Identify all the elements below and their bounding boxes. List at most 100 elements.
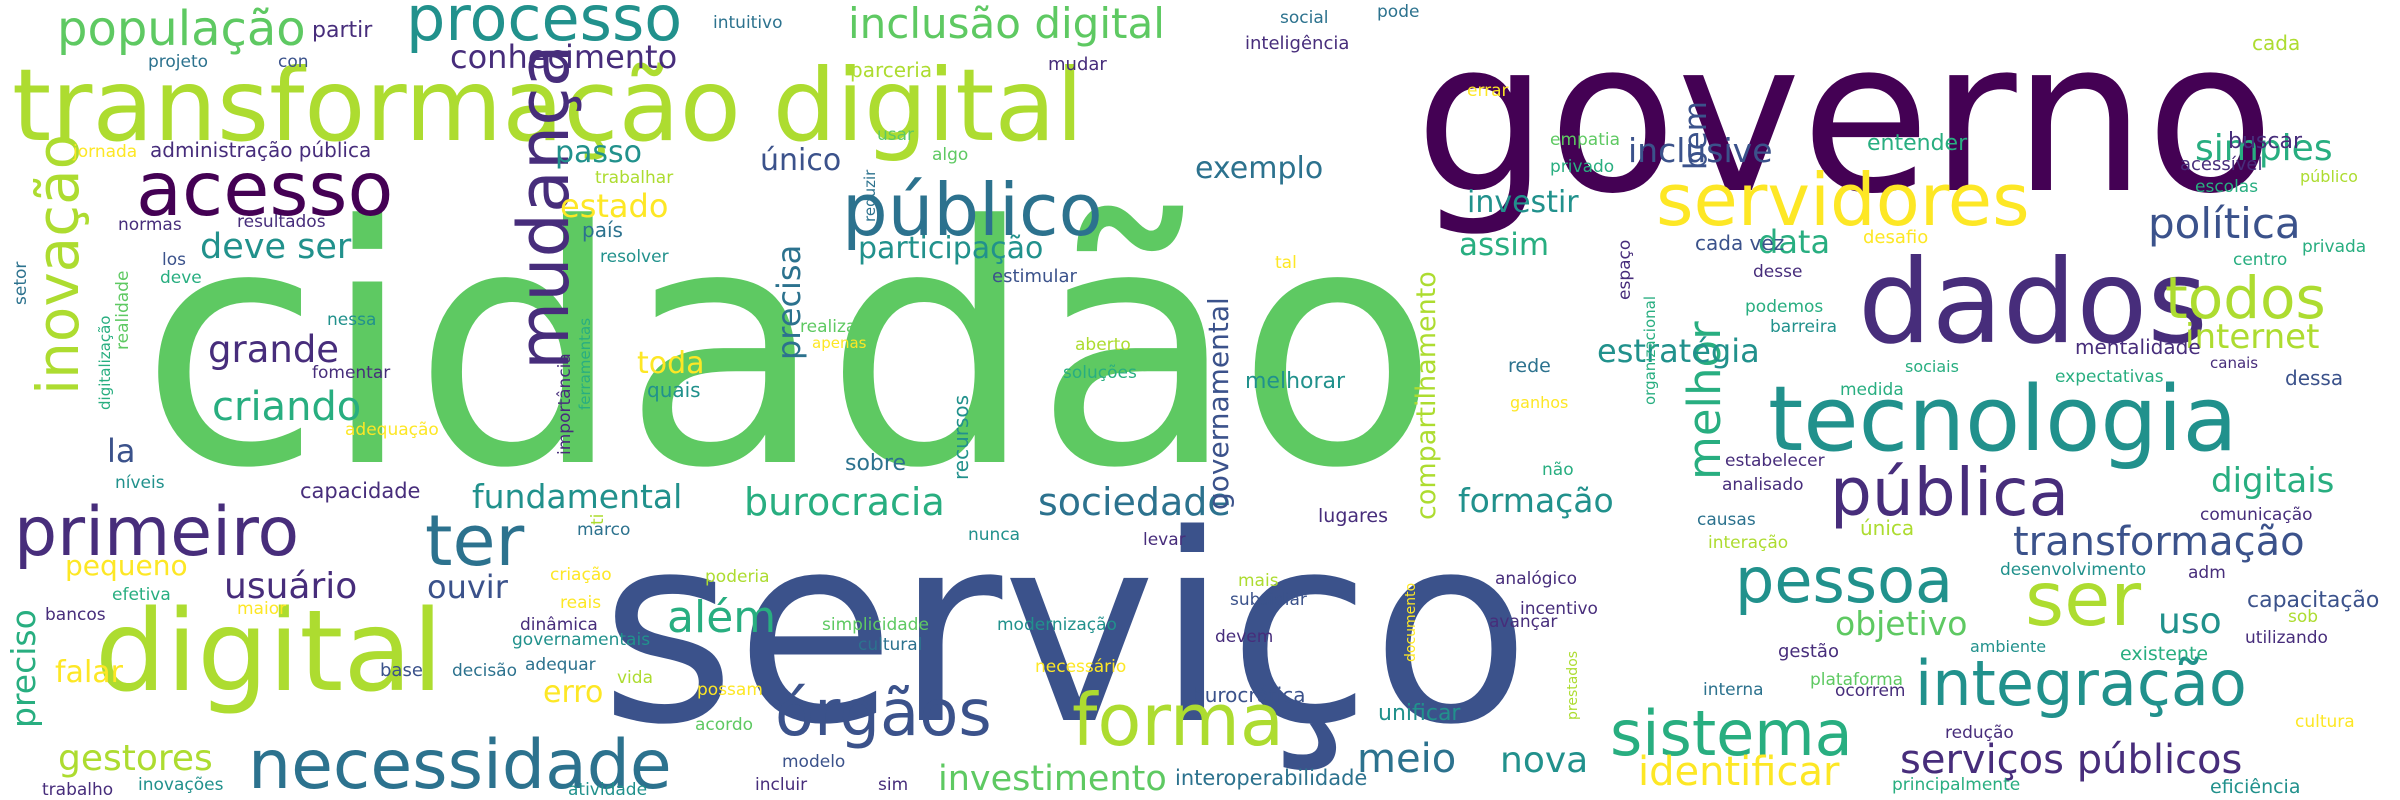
word-127: tal xyxy=(1275,253,1297,273)
word-95: usar xyxy=(877,125,914,145)
word-130: rede xyxy=(1508,355,1551,377)
word-158: efetiva xyxy=(112,585,171,605)
word-169: necessário xyxy=(1035,657,1126,677)
word-17: inovação xyxy=(24,134,92,395)
word-52: objetivo xyxy=(1835,604,1967,643)
word-132: podemos xyxy=(1745,297,1823,317)
word-117: digitalização xyxy=(96,316,114,410)
word-187: decisão xyxy=(452,661,517,681)
word-112: privada xyxy=(2302,237,2366,257)
word-50: internet xyxy=(2185,317,2319,357)
word-194: incluir xyxy=(755,775,807,795)
word-5: digital xyxy=(95,587,443,717)
word-34: além xyxy=(667,592,776,643)
word-114: deve xyxy=(160,268,202,288)
word-6: tecnologia xyxy=(1768,367,2238,472)
word-143: comunicação xyxy=(2200,505,2313,525)
word-86: intuitivo xyxy=(713,13,783,33)
word-145: interação xyxy=(1708,533,1788,553)
word-94: jornada xyxy=(72,142,137,162)
word-48: formação xyxy=(1458,481,1614,520)
word-39: conhecimento xyxy=(450,38,677,76)
word-101: público xyxy=(2300,167,2358,186)
word-182: redução xyxy=(1945,723,2014,743)
word-189: possam xyxy=(697,680,763,700)
word-32: identificar xyxy=(1638,749,1840,795)
word-174: gestão xyxy=(1778,641,1839,662)
word-51: digitais xyxy=(2211,461,2334,501)
word-47: inclusive xyxy=(1628,131,1773,170)
word-152: poderia xyxy=(705,567,770,587)
word-118: nessa xyxy=(327,310,376,330)
word-21: sistema xyxy=(1610,697,1853,770)
word-151: criação xyxy=(550,565,612,585)
word-139: não xyxy=(1542,460,1574,480)
word-30: transformação xyxy=(2013,519,2305,565)
word-175: ambiente xyxy=(1970,637,2046,656)
word-111: centro xyxy=(2233,250,2287,270)
word-83: capacidade xyxy=(300,479,420,503)
word-79: buscar xyxy=(2228,129,2303,154)
word-23: todos xyxy=(2165,264,2326,332)
word-121: importância xyxy=(555,353,575,455)
word-45: deve ser xyxy=(200,227,352,267)
word-7: público xyxy=(842,168,1103,252)
word-15: pública xyxy=(1830,454,2069,531)
word-44: participação xyxy=(858,231,1043,266)
word-105: país xyxy=(582,218,623,242)
word-171: analógico xyxy=(1495,569,1577,589)
word-33: política xyxy=(2148,199,2301,248)
word-61: bem xyxy=(1678,101,1714,170)
word-49: simples xyxy=(2195,128,2333,169)
word-64: data xyxy=(1758,223,1830,261)
word-93: con xyxy=(278,52,309,72)
word-109: desafio xyxy=(1863,227,1928,248)
word-80: entender xyxy=(1867,131,1968,156)
word-59: único xyxy=(760,143,841,178)
word-65: ouvir xyxy=(427,568,509,606)
word-27: criando xyxy=(212,384,361,430)
word-167: modernização xyxy=(997,615,1117,635)
word-82: cada xyxy=(2252,31,2300,55)
word-37: usuário xyxy=(224,566,357,607)
word-62: investir xyxy=(1467,185,1579,220)
word-122: ferramentas xyxy=(576,318,594,410)
word-67: erro xyxy=(543,675,603,710)
word-146: adm xyxy=(2188,563,2226,583)
word-14: órgãos xyxy=(775,677,992,751)
word-131: ganhos xyxy=(1510,393,1568,412)
word-36: grande xyxy=(208,328,339,371)
word-87: social xyxy=(1280,8,1328,28)
word-183: cultura xyxy=(2295,712,2355,732)
word-103: resultados xyxy=(237,212,326,232)
word-58: exemplo xyxy=(1195,151,1323,186)
word-119: fomentar xyxy=(312,363,390,383)
word-106: resolver xyxy=(600,247,669,267)
word-38: preciso xyxy=(4,609,43,728)
word-54: compartilhamento xyxy=(1411,271,1442,520)
word-144: causas xyxy=(1697,510,1756,530)
word-120: adequação xyxy=(345,420,439,440)
word-43: nova xyxy=(1500,740,1588,781)
word-84: administração pública xyxy=(150,138,371,162)
word-188: vida xyxy=(617,668,653,688)
word-199: interoperabilidade xyxy=(1175,766,1367,790)
word-142: única xyxy=(1860,516,1914,540)
word-104: normas xyxy=(118,215,182,235)
word-125: aberto xyxy=(1075,335,1131,355)
word-26: inclusão digital xyxy=(848,0,1165,48)
word-140: estabelecer xyxy=(1725,451,1825,471)
word-0: cidadão xyxy=(140,156,1438,540)
word-136: expectativas xyxy=(2055,367,2164,387)
word-176: utilizando xyxy=(2245,628,2328,648)
word-196: trabalho xyxy=(42,780,113,800)
word-75: recursos xyxy=(949,395,973,480)
word-66: falar xyxy=(55,655,124,690)
word-70: la xyxy=(107,432,136,470)
word-165: simplicidade xyxy=(822,615,929,635)
word-41: investimento xyxy=(938,759,1167,799)
word-177: sob xyxy=(2288,607,2318,627)
word-184: eficiência xyxy=(2210,776,2300,798)
word-71: capacitação xyxy=(2247,588,2379,613)
word-156: levar xyxy=(1143,530,1186,550)
